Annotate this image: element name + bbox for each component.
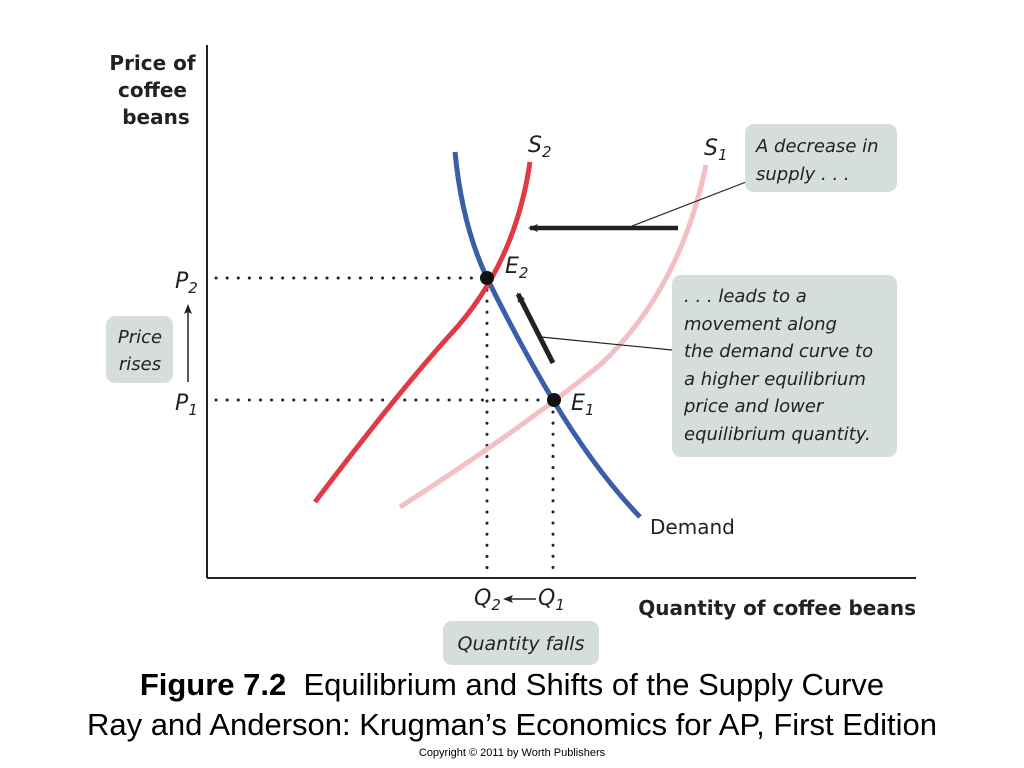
source-line: Ray and Anderson: Krugman’s Economics fo… <box>86 707 938 742</box>
q1-label: Q1 <box>538 586 565 614</box>
svg-text:. . . leads to a movemen: . . . leads to a movement along the dema… <box>683 286 879 445</box>
demand-label: Demand <box>650 515 735 539</box>
figure-title: Equilibrium and Shifts of the Supply Cur… <box>303 667 885 702</box>
s1-curve <box>398 164 709 510</box>
price-rises-note: Price rises <box>106 316 173 383</box>
movement-along-demand-note: . . . leads to a movement along the dema… <box>672 275 897 457</box>
figure-caption: Figure 7.2 Equilibrium and Shifts of the… <box>0 667 1024 703</box>
p2-label: P2 <box>175 269 198 297</box>
y-axis-title: Price of coffee beans <box>109 51 202 129</box>
equilibrium-e2-point <box>480 271 494 285</box>
svg-text:Quantity falls: Quantity falls <box>458 633 585 655</box>
e1-label: E1 <box>571 391 594 419</box>
p1-label: P1 <box>175 391 198 419</box>
copyright: Copyright © 2011 by Worth Publishers <box>418 747 606 759</box>
demand-curve <box>452 151 642 519</box>
q2-label: Q2 <box>474 586 501 614</box>
e2-label: E2 <box>505 254 528 282</box>
x-axis-title: Quantity of coffee beans <box>638 596 916 620</box>
s2-label: S2 <box>528 133 552 161</box>
quantity-falls-note: Quantity falls <box>443 621 599 665</box>
s2-curve <box>313 161 533 504</box>
movement-callout-line <box>540 336 673 351</box>
decrease-in-supply-note: A decrease in supply . . . <box>745 124 897 192</box>
equilibrium-e1-point <box>547 393 561 407</box>
s1-label: S1 <box>704 136 728 164</box>
movement-along-demand-arrow <box>515 292 556 365</box>
decrease-callout-line <box>631 181 747 227</box>
figure-number: Figure 7.2 <box>139 667 287 702</box>
